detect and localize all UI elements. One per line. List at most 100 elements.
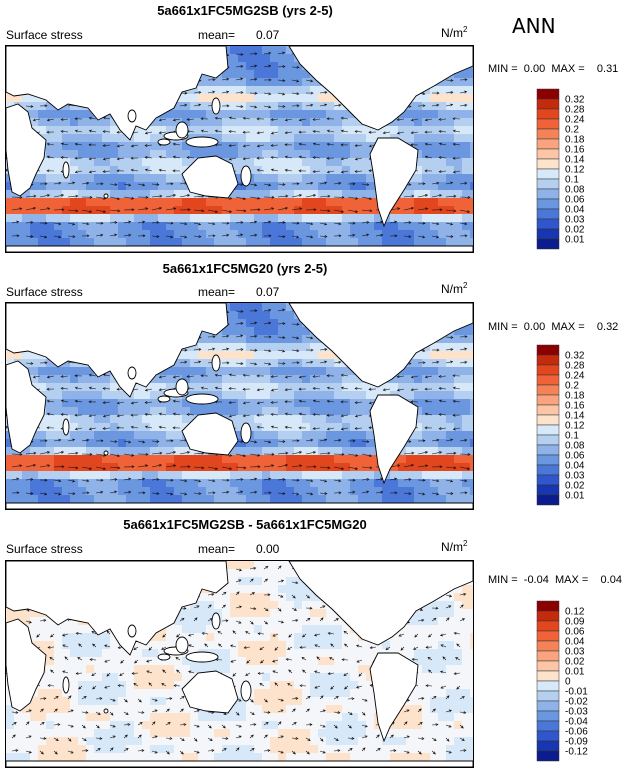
colorbar-swatch bbox=[536, 228, 560, 240]
colorbar-swatch bbox=[536, 374, 560, 386]
colorbar-label: 0.1 bbox=[565, 175, 579, 186]
colorbar-swatch bbox=[536, 444, 560, 456]
colorbar-label: 0.1 bbox=[565, 431, 579, 442]
land-outline bbox=[6, 561, 473, 743]
panel3-variable: Surface stress bbox=[6, 542, 83, 556]
panel1-units: N/m2 bbox=[441, 25, 468, 40]
colorbar-swatch bbox=[536, 600, 560, 612]
colorbar-swatch bbox=[536, 404, 560, 416]
colorbar-swatch bbox=[536, 680, 560, 692]
colorbar-label: 0.14 bbox=[565, 411, 585, 422]
colorbar-label: 0.24 bbox=[565, 115, 585, 126]
panel1-minmax: MIN = 0.00 MAX = 0.31 bbox=[488, 63, 619, 75]
colorbar-swatch bbox=[536, 434, 560, 446]
panel1-title: 5a661x1FC5MG2SB (yrs 2-5) bbox=[157, 3, 333, 18]
colorbar-swatch bbox=[536, 198, 560, 210]
colorbar-label: 0.18 bbox=[565, 391, 585, 402]
colorbar-swatch bbox=[536, 98, 560, 110]
colorbar-swatch bbox=[536, 750, 560, 762]
colorbar-label: 0.09 bbox=[565, 617, 585, 628]
colorbar-swatch bbox=[536, 218, 560, 230]
panel3-title: 5a661x1FC5MG2SB - 5a661x1FC5MG20 bbox=[123, 517, 367, 532]
panel3-minmax: MIN = -0.04 MAX = 0.04 bbox=[488, 574, 622, 586]
colorbar-swatch bbox=[536, 650, 560, 662]
colorbar-swatch bbox=[536, 610, 560, 622]
colorbar-swatch bbox=[536, 630, 560, 642]
panel2-mean-label: mean= bbox=[198, 285, 236, 299]
colorbar-label: 0.06 bbox=[565, 627, 585, 638]
land-outline bbox=[6, 303, 473, 485]
panel1-variable: Surface stress bbox=[6, 28, 83, 42]
panel2-map bbox=[5, 302, 474, 510]
colorbar-swatch bbox=[536, 364, 560, 376]
colorbar-swatch bbox=[536, 424, 560, 436]
colorbar-swatch bbox=[536, 168, 560, 180]
colorbar-swatch bbox=[536, 464, 560, 476]
colorbar-swatch bbox=[536, 344, 560, 356]
colorbar-label: 0.12 bbox=[565, 421, 585, 432]
colorbar-label: 0.01 bbox=[565, 667, 585, 678]
colorbar-label: 0.03 bbox=[565, 471, 585, 482]
colorbar-label: 0.12 bbox=[565, 165, 585, 176]
colorbar-swatch bbox=[536, 454, 560, 466]
colorbar-swatch bbox=[536, 414, 560, 426]
colorbar-label: 0.06 bbox=[565, 451, 585, 462]
colorbar-label: -0.04 bbox=[565, 717, 588, 728]
colorbar-label: 0.04 bbox=[565, 637, 585, 648]
colorbar-label: 0.2 bbox=[565, 381, 579, 392]
colorbar-label: 0.16 bbox=[565, 145, 585, 156]
colorbar-swatch bbox=[536, 640, 560, 652]
colorbar-label: 0.04 bbox=[565, 205, 585, 216]
colorbar-label: 0.24 bbox=[565, 371, 585, 382]
colorbar-label: 0.32 bbox=[565, 351, 585, 362]
colorbar-swatch bbox=[536, 670, 560, 682]
panel2-colorbar: 0.320.280.240.20.180.160.140.120.10.080.… bbox=[536, 344, 585, 506]
colorbar-label: 0.08 bbox=[565, 441, 585, 452]
panel3-colorbar: 0.120.090.060.040.030.020.010-0.01-0.02-… bbox=[536, 600, 588, 762]
colorbar-swatch bbox=[536, 740, 560, 752]
colorbar-label: 0.16 bbox=[565, 401, 585, 412]
colorbar-label: -0.02 bbox=[565, 697, 588, 708]
colorbar-swatch bbox=[536, 108, 560, 120]
colorbar-swatch bbox=[536, 354, 560, 366]
panel3-mean-value: 0.00 bbox=[256, 542, 280, 556]
colorbar-label: 0.32 bbox=[565, 95, 585, 106]
colorbar-swatch bbox=[536, 394, 560, 406]
colorbar-swatch bbox=[536, 148, 560, 160]
colorbar-swatch bbox=[536, 690, 560, 702]
colorbar-swatch bbox=[536, 178, 560, 190]
colorbar-label: 0.02 bbox=[565, 481, 585, 492]
panel2-variable: Surface stress bbox=[6, 285, 83, 299]
colorbar-swatch bbox=[536, 158, 560, 170]
colorbar-swatch bbox=[536, 208, 560, 220]
colorbar-swatch bbox=[536, 384, 560, 396]
colorbar-label: 0.28 bbox=[565, 105, 585, 116]
colorbar-swatch bbox=[536, 720, 560, 732]
colorbar-swatch bbox=[536, 88, 560, 100]
season-label: ANN bbox=[512, 14, 556, 38]
colorbar-swatch bbox=[536, 484, 560, 496]
colorbar-label: 0.14 bbox=[565, 155, 585, 166]
colorbar-swatch bbox=[536, 474, 560, 486]
colorbar-label: 0.04 bbox=[565, 461, 585, 472]
colorbar-label: 0.02 bbox=[565, 225, 585, 236]
colorbar-label: -0.01 bbox=[565, 687, 588, 698]
colorbar-swatch bbox=[536, 118, 560, 130]
colorbar-label: 0.18 bbox=[565, 135, 585, 146]
colorbar-label: 0 bbox=[565, 677, 571, 688]
colorbar-swatch bbox=[536, 494, 560, 506]
panel3-map bbox=[5, 560, 474, 768]
colorbar-label: 0.08 bbox=[565, 185, 585, 196]
colorbar-swatch bbox=[536, 620, 560, 632]
colorbar-label: 0.2 bbox=[565, 125, 579, 136]
colorbar-label: -0.12 bbox=[565, 747, 588, 758]
colorbar-label: 0.01 bbox=[565, 491, 585, 502]
colorbar-label: 0.03 bbox=[565, 215, 585, 226]
colorbar-label: 0.02 bbox=[565, 657, 585, 668]
colorbar-swatch bbox=[536, 660, 560, 672]
colorbar-swatch bbox=[536, 138, 560, 150]
colorbar-swatch bbox=[536, 710, 560, 722]
colorbar-label: 0.12 bbox=[565, 607, 585, 618]
land-outline bbox=[6, 46, 473, 228]
panel2-units: N/m2 bbox=[441, 281, 468, 296]
